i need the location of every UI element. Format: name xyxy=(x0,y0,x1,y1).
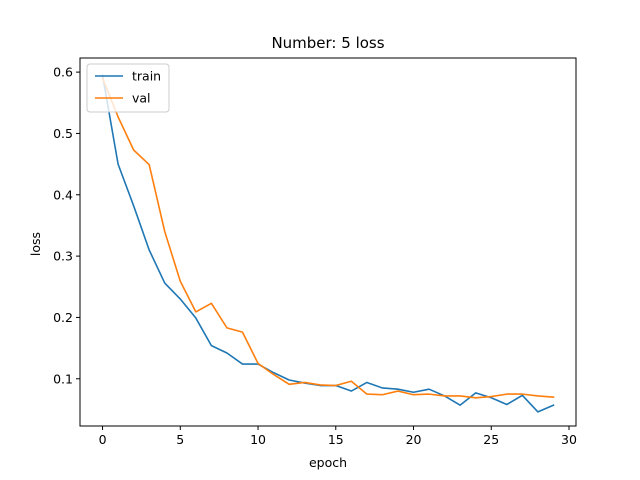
x-tick-label: 15 xyxy=(328,432,344,447)
plot-area xyxy=(101,74,555,413)
x-tick-label: 20 xyxy=(406,432,422,447)
y-tick-label: 0.1 xyxy=(53,371,73,386)
y-tick-label: 0.3 xyxy=(53,249,73,264)
y-tick-label: 0.6 xyxy=(53,65,73,80)
x-tick-label: 25 xyxy=(483,432,499,447)
legend: train val xyxy=(86,63,170,113)
x-axis-label: epoch xyxy=(309,455,347,470)
series-line-train xyxy=(101,74,555,413)
plot-frame xyxy=(79,57,577,427)
x-tick-label: 30 xyxy=(561,432,577,447)
y-axis-label: loss xyxy=(28,232,43,256)
x-tick-label: 0 xyxy=(99,432,107,447)
x-tick-label: 10 xyxy=(250,432,266,447)
y-tick-label: 0.4 xyxy=(53,187,73,202)
legend-label-train: train xyxy=(132,69,161,84)
x-tick-label: 5 xyxy=(176,432,184,447)
y-tick-label: 0.5 xyxy=(53,126,73,141)
legend-label-val: val xyxy=(132,91,151,106)
y-tick-label: 0.2 xyxy=(53,310,73,325)
chart-title: Number: 5 loss xyxy=(271,34,384,52)
series-line-val xyxy=(101,77,555,399)
